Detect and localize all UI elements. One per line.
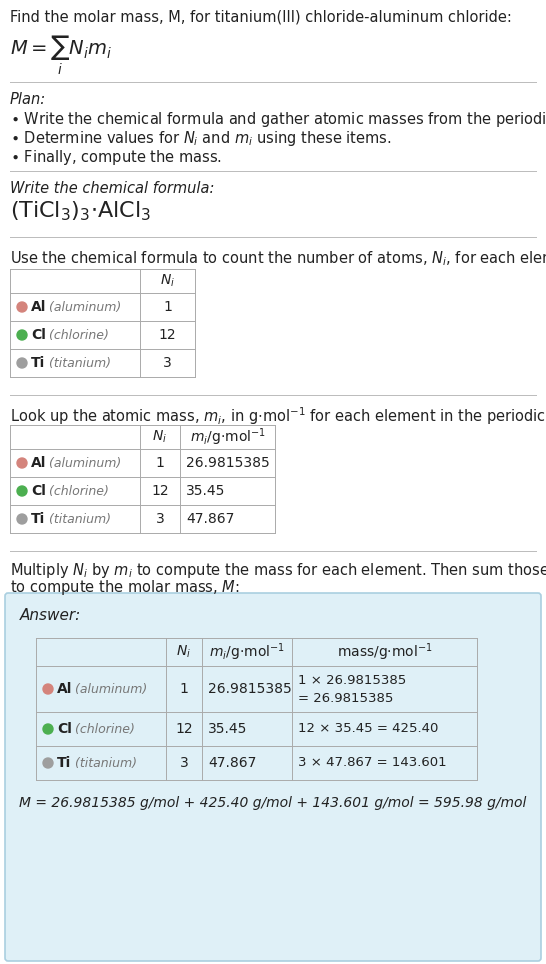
Text: 47.867: 47.867	[208, 756, 257, 770]
Text: Al: Al	[31, 300, 46, 314]
Text: $m_i$/g$\cdot$mol$^{-1}$: $m_i$/g$\cdot$mol$^{-1}$	[209, 641, 285, 663]
Text: mass/g$\cdot$mol$^{-1}$: mass/g$\cdot$mol$^{-1}$	[337, 641, 432, 663]
Text: Al: Al	[57, 682, 73, 696]
Text: (aluminum): (aluminum)	[45, 457, 121, 469]
Text: 1: 1	[180, 682, 188, 696]
Text: Al: Al	[31, 456, 46, 470]
Text: Answer:: Answer:	[20, 608, 81, 623]
Text: 12: 12	[175, 722, 193, 736]
Text: 1: 1	[163, 300, 172, 314]
Text: 26.9815385: 26.9815385	[208, 682, 292, 696]
Circle shape	[17, 458, 27, 468]
Text: Write the chemical formula:: Write the chemical formula:	[10, 181, 215, 196]
Text: (titanium): (titanium)	[45, 357, 111, 369]
Text: Plan:: Plan:	[10, 92, 46, 107]
Text: $(\mathrm{TiCl_3})_3{\cdot}\mathrm{AlCl_3}$: $(\mathrm{TiCl_3})_3{\cdot}\mathrm{AlCl_…	[10, 199, 151, 223]
Text: $N_i$: $N_i$	[152, 429, 168, 445]
FancyBboxPatch shape	[5, 593, 541, 961]
Text: Use the chemical formula to count the number of atoms, $N_i$, for each element:: Use the chemical formula to count the nu…	[10, 249, 546, 268]
Text: 1 × 26.9815385: 1 × 26.9815385	[298, 674, 406, 686]
Circle shape	[17, 358, 27, 368]
Text: Ti: Ti	[31, 356, 45, 370]
Text: Ti: Ti	[31, 512, 45, 526]
Text: to compute the molar mass, $M$:: to compute the molar mass, $M$:	[10, 578, 240, 597]
Text: Cl: Cl	[31, 484, 46, 498]
Text: Look up the atomic mass, $m_i$, in g$\cdot$mol$^{-1}$ for each element in the pe: Look up the atomic mass, $m_i$, in g$\cd…	[10, 405, 546, 427]
Text: 35.45: 35.45	[208, 722, 247, 736]
Text: 12 × 35.45 = 425.40: 12 × 35.45 = 425.40	[298, 722, 438, 736]
Circle shape	[17, 302, 27, 312]
Text: $M = \sum_i N_i m_i$: $M = \sum_i N_i m_i$	[10, 34, 112, 77]
Text: $\bullet$ Determine values for $N_i$ and $m_i$ using these items.: $\bullet$ Determine values for $N_i$ and…	[10, 129, 391, 148]
Text: $N_i$: $N_i$	[160, 273, 175, 289]
Text: (chlorine): (chlorine)	[45, 485, 109, 497]
Text: $N_i$: $N_i$	[176, 644, 192, 660]
Text: $\bullet$ Finally, compute the mass.: $\bullet$ Finally, compute the mass.	[10, 148, 222, 167]
Text: 3 × 47.867 = 143.601: 3 × 47.867 = 143.601	[298, 757, 447, 769]
Text: Find the molar mass, M, for titanium(III) chloride-aluminum chloride:: Find the molar mass, M, for titanium(III…	[10, 10, 512, 25]
Text: = 26.9815385: = 26.9815385	[298, 691, 393, 705]
Text: (aluminum): (aluminum)	[71, 683, 147, 695]
Text: Ti: Ti	[57, 756, 71, 770]
Circle shape	[17, 486, 27, 496]
Circle shape	[43, 758, 53, 768]
Circle shape	[17, 514, 27, 524]
Text: 12: 12	[159, 328, 176, 342]
Text: Cl: Cl	[57, 722, 72, 736]
Text: (aluminum): (aluminum)	[45, 301, 121, 313]
Text: 47.867: 47.867	[186, 512, 234, 526]
Text: (titanium): (titanium)	[71, 757, 137, 769]
Circle shape	[43, 724, 53, 734]
Text: 35.45: 35.45	[186, 484, 225, 498]
Text: M = 26.9815385 g/mol + 425.40 g/mol + 143.601 g/mol = 595.98 g/mol: M = 26.9815385 g/mol + 425.40 g/mol + 14…	[19, 796, 527, 810]
Text: 26.9815385: 26.9815385	[186, 456, 270, 470]
Text: $m_i$/g$\cdot$mol$^{-1}$: $m_i$/g$\cdot$mol$^{-1}$	[189, 426, 265, 448]
Text: 1: 1	[156, 456, 164, 470]
Text: 3: 3	[180, 756, 188, 770]
Text: 3: 3	[163, 356, 172, 370]
Text: 12: 12	[151, 484, 169, 498]
Text: (chlorine): (chlorine)	[71, 722, 135, 736]
Circle shape	[43, 684, 53, 694]
Circle shape	[17, 330, 27, 340]
Text: $\bullet$ Write the chemical formula and gather atomic masses from the periodic : $\bullet$ Write the chemical formula and…	[10, 110, 546, 129]
Text: (chlorine): (chlorine)	[45, 329, 109, 341]
Text: (titanium): (titanium)	[45, 513, 111, 525]
Text: Multiply $N_i$ by $m_i$ to compute the mass for each element. Then sum those val: Multiply $N_i$ by $m_i$ to compute the m…	[10, 561, 546, 580]
Text: 3: 3	[156, 512, 164, 526]
Text: Cl: Cl	[31, 328, 46, 342]
